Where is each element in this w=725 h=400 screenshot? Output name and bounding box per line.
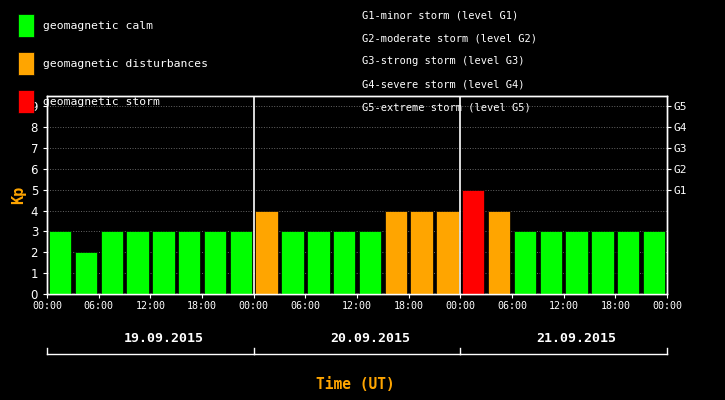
Bar [204,232,226,294]
Bar [49,232,71,294]
Bar [462,190,484,294]
Text: G2-moderate storm (level G2): G2-moderate storm (level G2) [362,33,537,43]
Bar [255,211,278,294]
Text: 19.09.2015: 19.09.2015 [123,332,203,344]
Bar [514,232,536,294]
Bar [281,232,304,294]
Bar [539,232,562,294]
Bar [230,232,252,294]
Text: G4-severe storm (level G4): G4-severe storm (level G4) [362,80,525,90]
Text: geomagnetic storm: geomagnetic storm [43,97,160,107]
Bar [566,232,588,294]
Text: Time (UT): Time (UT) [316,377,394,392]
Text: G5-extreme storm (level G5): G5-extreme storm (level G5) [362,103,531,113]
Bar [643,232,666,294]
Bar [307,232,329,294]
Bar [436,211,459,294]
Text: geomagnetic calm: geomagnetic calm [43,20,153,31]
Bar [152,232,175,294]
Text: geomagnetic disturbances: geomagnetic disturbances [43,59,208,69]
Bar [101,232,123,294]
Text: G3-strong storm (level G3): G3-strong storm (level G3) [362,56,525,66]
Bar [410,211,433,294]
Bar [592,232,613,294]
Bar [75,252,97,294]
Text: 21.09.2015: 21.09.2015 [536,332,616,344]
Bar [126,232,149,294]
Text: G1-minor storm (level G1): G1-minor storm (level G1) [362,10,519,20]
Bar [359,232,381,294]
Text: 20.09.2015: 20.09.2015 [330,332,410,344]
Bar [333,232,355,294]
Bar [384,211,407,294]
Bar [488,211,510,294]
Bar [617,232,639,294]
Y-axis label: Kp: Kp [12,186,26,204]
Bar [178,232,200,294]
